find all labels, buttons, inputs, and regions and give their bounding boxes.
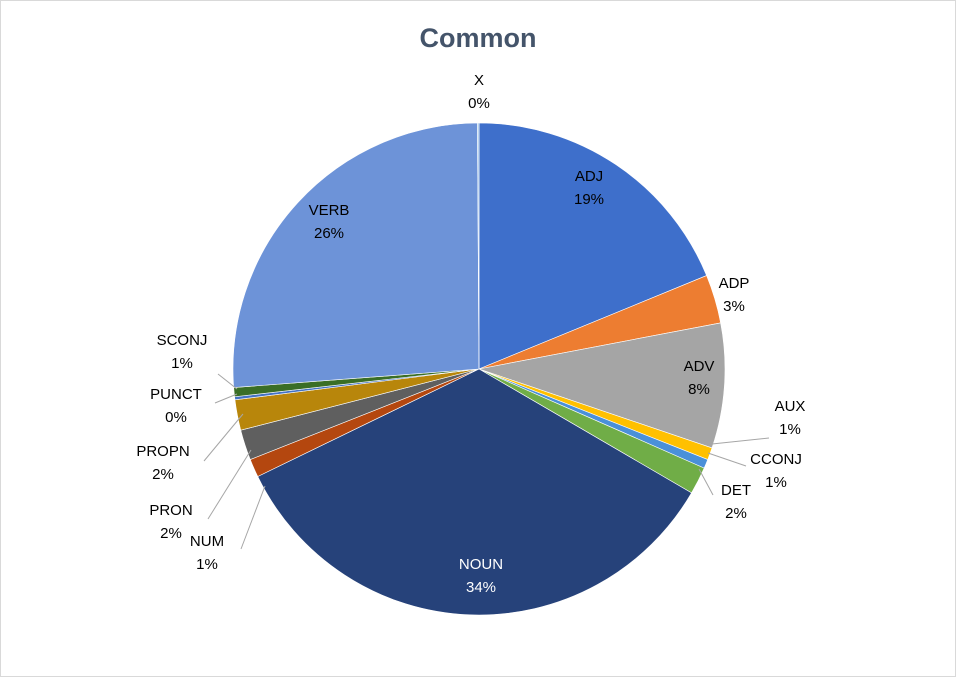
data-label-adj: ADJ 19% xyxy=(574,168,604,208)
data-label-category: PUNCT xyxy=(150,386,202,403)
data-label-category: NOUN xyxy=(459,556,503,573)
data-label-verb: VERB 26% xyxy=(309,202,350,242)
data-label-percent: 0% xyxy=(165,409,187,426)
leader-line-propn xyxy=(203,413,244,462)
data-label-percent: 8% xyxy=(688,381,710,398)
data-label-cconj: CCONJ 1% xyxy=(750,451,802,491)
pie-slice-adj xyxy=(478,122,707,370)
leader-line-det xyxy=(698,468,714,496)
data-label-category: PRON xyxy=(149,502,192,519)
data-label-percent: 1% xyxy=(765,474,787,491)
leader-line-sconj xyxy=(217,373,238,390)
data-label-percent: 26% xyxy=(314,225,344,242)
pie-slice-noun xyxy=(257,368,692,616)
data-label-propn: PROPN 2% xyxy=(136,443,189,483)
leader-line-cconj xyxy=(707,452,747,467)
data-label-noun: NOUN 34% xyxy=(459,556,503,596)
data-label-category: ADV xyxy=(684,358,715,375)
chart-title: Common xyxy=(419,23,537,53)
data-labels: ADJ 19% ADP 3% ADV 8% AUX 1% CCONJ 1% DET 2% NOUN 34%… xyxy=(136,72,805,596)
data-label-category: CCONJ xyxy=(750,451,802,468)
data-label-percent: 2% xyxy=(152,466,174,483)
data-label-category: ADJ xyxy=(575,168,603,185)
data-label-percent: 19% xyxy=(574,191,604,208)
pie-slices xyxy=(232,122,726,616)
data-label-category: DET xyxy=(721,482,751,499)
data-label-x: X 0% xyxy=(468,72,490,112)
data-label-adp: ADP 3% xyxy=(719,275,750,315)
data-label-category: X xyxy=(474,72,484,89)
data-label-percent: 34% xyxy=(466,579,496,596)
leader-line-num xyxy=(240,485,266,550)
data-label-sconj: SCONJ 1% xyxy=(157,332,208,372)
data-label-det: DET 2% xyxy=(721,482,751,522)
data-label-category: PROPN xyxy=(136,443,189,460)
leader-lines xyxy=(203,373,770,550)
data-label-percent: 0% xyxy=(468,95,490,112)
leader-line-pron xyxy=(207,449,252,520)
data-label-category: AUX xyxy=(775,398,806,415)
data-label-num: NUM 1% xyxy=(190,533,224,573)
pie-slice-verb xyxy=(232,122,480,388)
data-label-adv: ADV 8% xyxy=(684,358,715,398)
data-label-category: NUM xyxy=(190,533,224,550)
data-label-aux: AUX 1% xyxy=(775,398,806,438)
pie-slice-x xyxy=(477,122,480,370)
data-label-percent: 3% xyxy=(723,298,745,315)
data-label-percent: 2% xyxy=(725,505,747,522)
data-label-category: ADP xyxy=(719,275,750,292)
data-label-pron: PRON 2% xyxy=(149,502,192,542)
data-label-category: VERB xyxy=(309,202,350,219)
data-label-percent: 1% xyxy=(779,421,801,438)
leader-line-aux xyxy=(711,437,770,445)
data-label-percent: 1% xyxy=(196,556,218,573)
data-label-punct: PUNCT 0% xyxy=(150,386,202,426)
data-label-percent: 2% xyxy=(160,525,182,542)
data-label-category: SCONJ xyxy=(157,332,208,349)
data-label-percent: 1% xyxy=(171,355,193,372)
leader-line-punct xyxy=(214,393,238,404)
